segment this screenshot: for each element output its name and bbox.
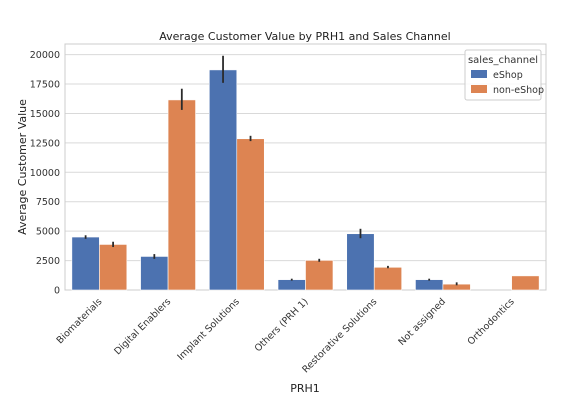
x-tick-label: Implant Solutions (175, 296, 241, 362)
y-axis-ticks: 0 2500 5000 7500 10000 12500 15000 17500 20000 (30, 50, 60, 296)
x-tick-label: Restorative Solutions (300, 296, 379, 375)
legend-label-eshop: eShop (493, 70, 523, 81)
y-tick-label: 7500 (36, 197, 60, 208)
bar-eshop-5 (415, 279, 444, 291)
bar-non-eshop-2 (236, 138, 265, 291)
y-tick-label: 2500 (36, 256, 60, 267)
bar-non-eshop-1 (167, 99, 196, 291)
x-tick-label: Others (PRH 1) (253, 296, 311, 354)
bar-eshop-3 (277, 279, 306, 291)
bar-non-eshop-0 (99, 244, 128, 291)
y-tick-label: 0 (54, 286, 60, 297)
legend-swatch-eshop (471, 70, 487, 78)
legend-title: sales_channel (468, 55, 538, 66)
bar-non-eshop-6 (511, 275, 540, 291)
y-tick-label: 17500 (30, 80, 60, 91)
bar-non-eshop-3 (305, 260, 334, 291)
legend: sales_channel eShop non-eShop (464, 49, 544, 101)
bars (71, 69, 540, 291)
bar-eshop-0 (71, 236, 100, 291)
y-axis-label: Average Customer Value (16, 99, 29, 235)
y-tick-label: 10000 (30, 168, 60, 179)
x-tick-label: Not assigned (396, 296, 448, 348)
y-tick-label: 20000 (30, 50, 60, 61)
x-axis-label: PRH1 (290, 382, 320, 395)
bar-eshop-4 (346, 233, 375, 291)
bar-non-eshop-4 (373, 266, 403, 291)
x-tick-label: Orthodontics (466, 296, 517, 347)
legend-swatch-non-eshop (471, 85, 487, 93)
bar-eshop-1 (140, 256, 169, 291)
legend-label-non-eshop: non-eShop (493, 85, 544, 96)
y-tick-label: 12500 (30, 138, 60, 149)
x-tick-label: Biomaterials (55, 296, 105, 346)
y-tick-label: 5000 (36, 227, 60, 238)
x-tick-label: Digital Enablers (112, 296, 173, 357)
error-bars (84, 55, 458, 286)
chart-title: Average Customer Value by PRH1 and Sales… (159, 30, 450, 43)
x-axis-ticks: Biomaterials Digital Enablers Implant Solu… (55, 296, 517, 375)
bar-eshop-2 (209, 69, 238, 291)
y-tick-label: 15000 (30, 109, 60, 120)
